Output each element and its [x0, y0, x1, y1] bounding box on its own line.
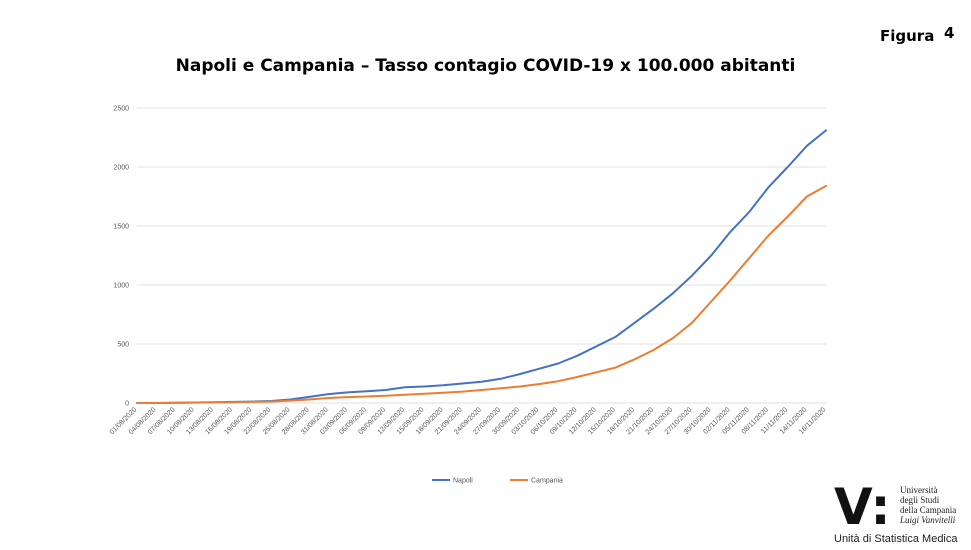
series-line-campania	[136, 184, 827, 404]
logo-mark: V:	[834, 478, 891, 536]
logo-line: della Campania	[900, 505, 957, 515]
figure-number: 4	[944, 24, 955, 42]
y-tick-label: 2000	[113, 165, 129, 172]
legend-label: Campania	[531, 478, 563, 485]
chart-title: Napoli e Campania – Tasso contagio COVID…	[175, 56, 796, 76]
y-tick-label: 2500	[113, 106, 129, 113]
legend-label: Napoli	[453, 478, 473, 485]
logo-text: Università degli Studi della Campania Lu…	[900, 485, 956, 525]
y-tick-label: 0	[125, 401, 129, 408]
university-logo: V: Università degli Studi della Campania…	[832, 480, 971, 550]
logo-line: degli Studi	[900, 495, 940, 505]
logo-line: Luigi Vanvitelli	[900, 515, 956, 525]
figure-label: Figura	[880, 27, 935, 45]
series-line-napoli	[136, 129, 827, 404]
y-tick-label: 500	[117, 342, 129, 349]
y-tick-label: 1500	[113, 224, 129, 231]
logo-line: Università	[900, 485, 938, 495]
y-tick-label: 1000	[113, 283, 129, 290]
logo-caption: Unità di Statistica Medica	[834, 533, 958, 545]
